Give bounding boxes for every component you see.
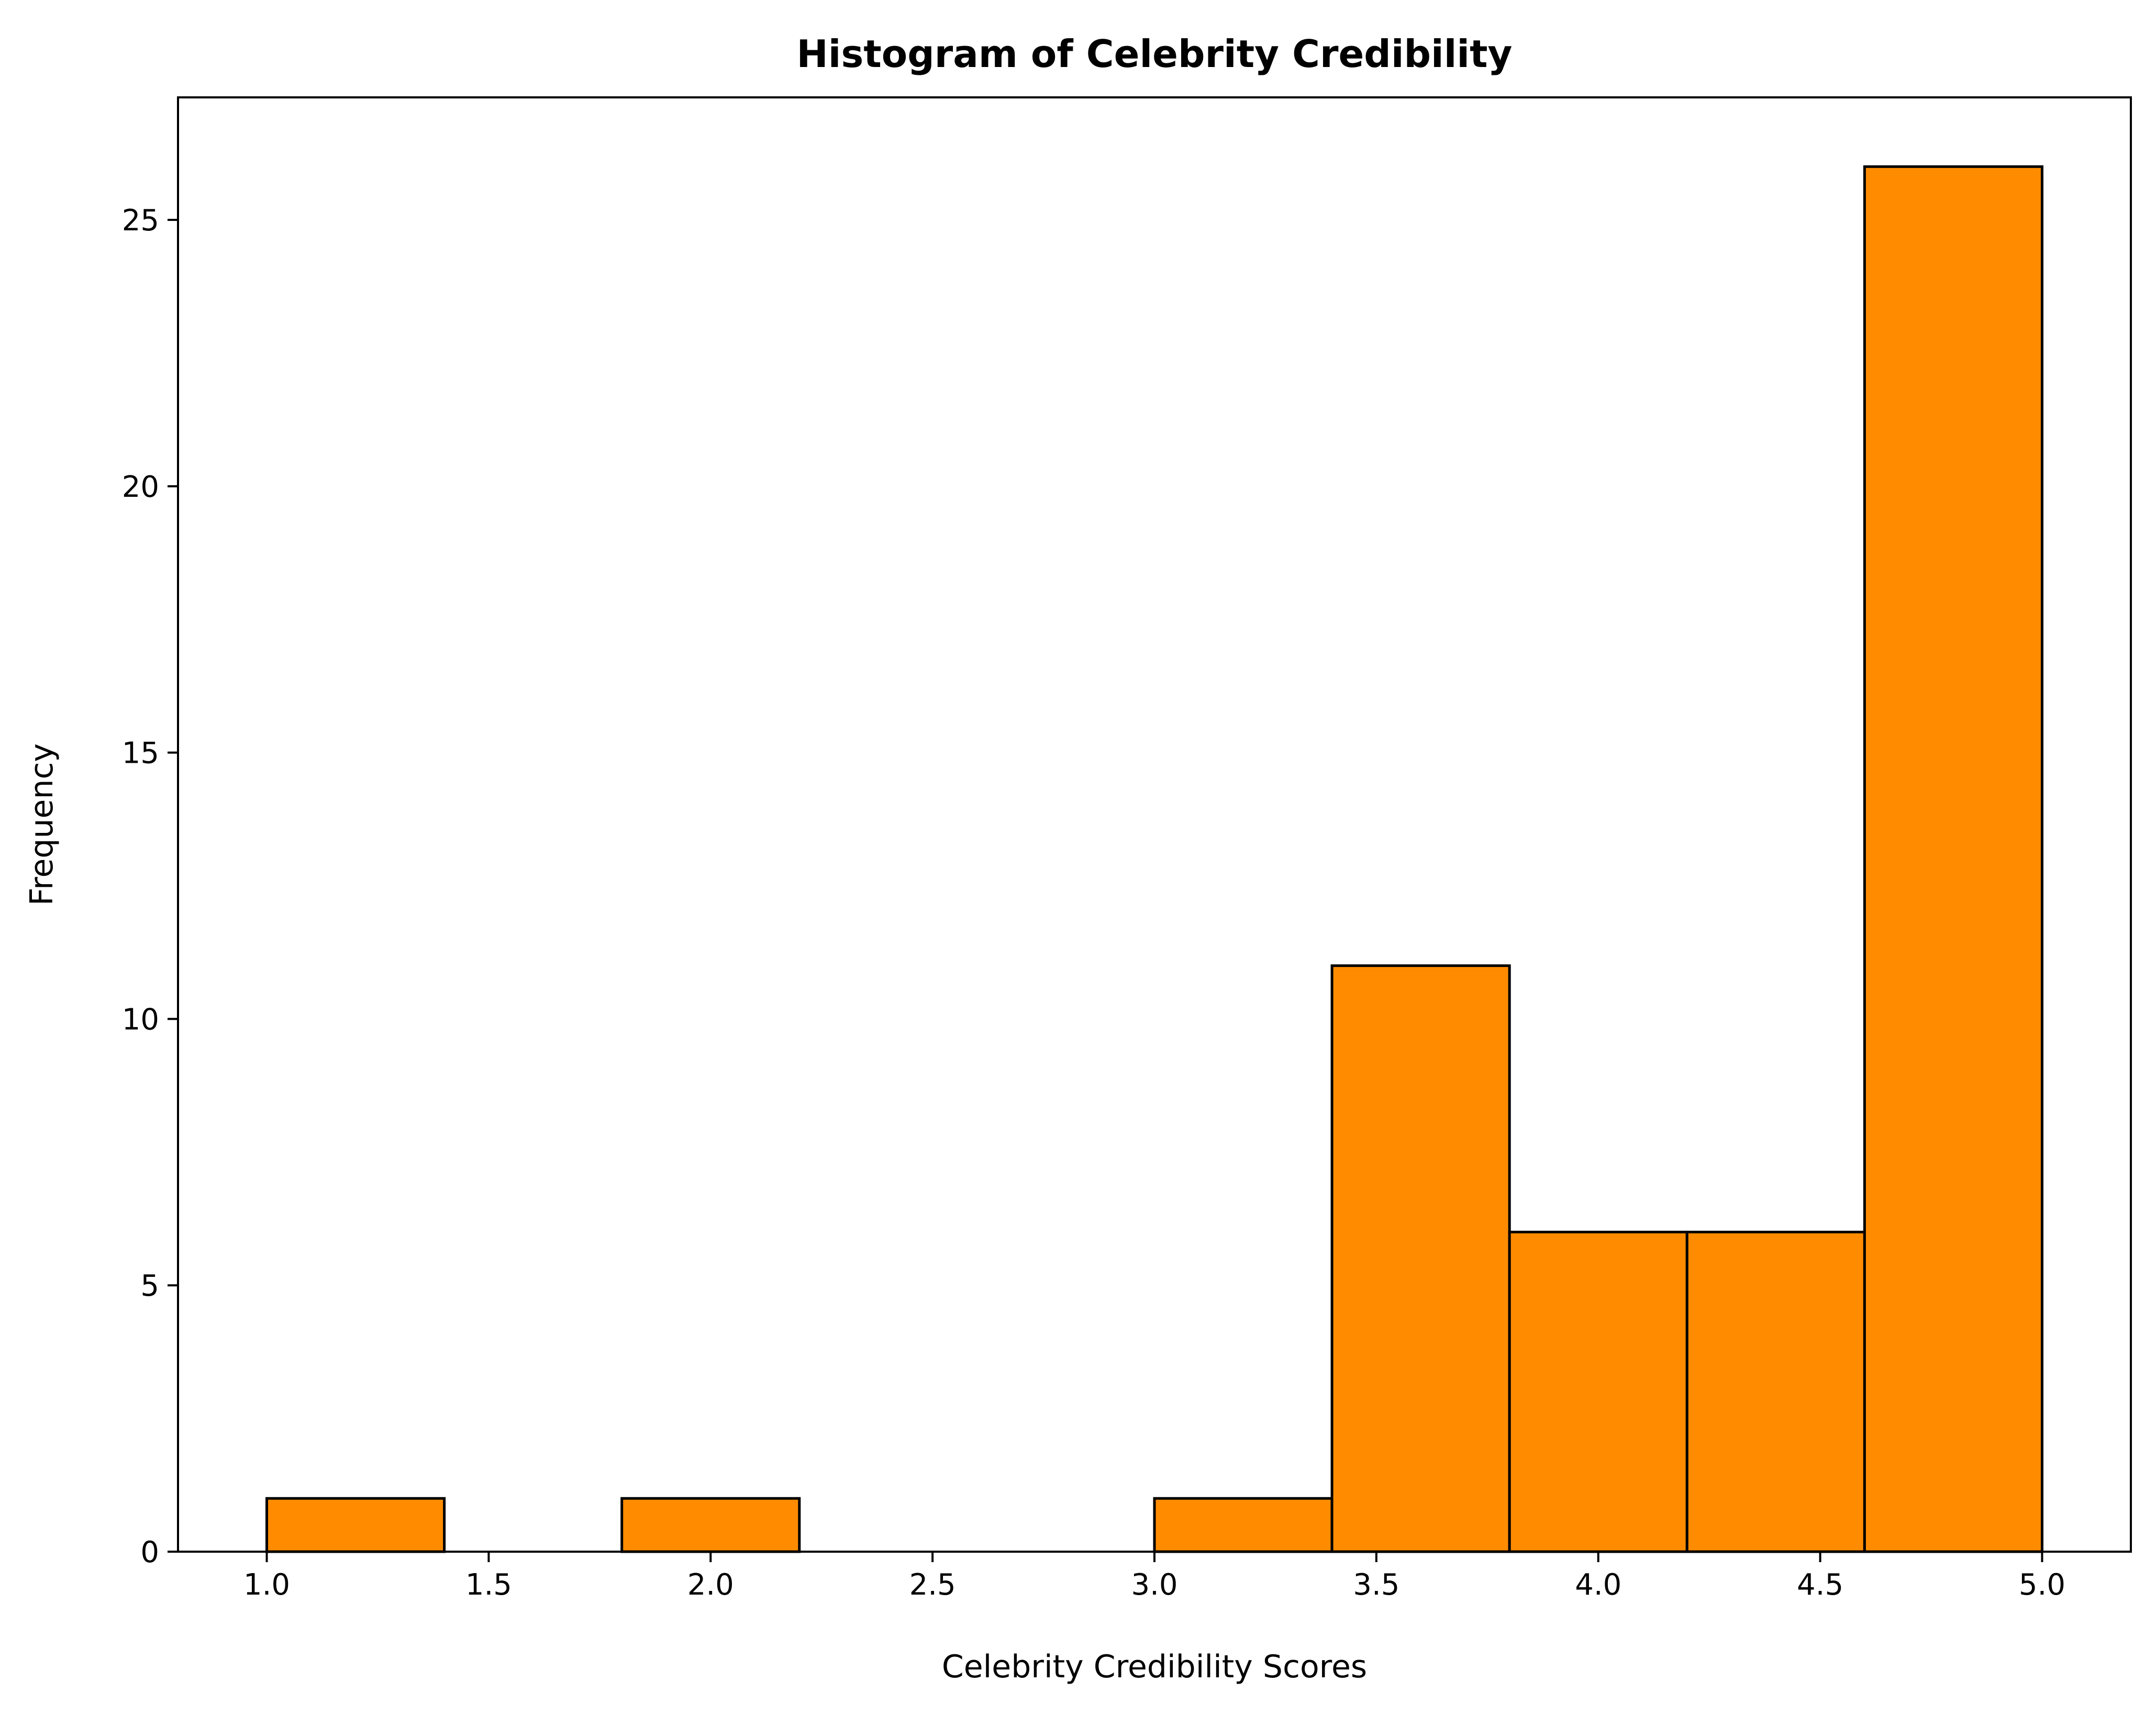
- y-tick-label: 20: [122, 470, 159, 504]
- axes-frame: [177, 96, 2132, 1553]
- y-axis-label: Frequency: [24, 743, 60, 906]
- x-tick-label: 4.0: [1575, 1568, 1621, 1602]
- chart-title: Histogram of Celebrity Credibility: [797, 32, 1513, 76]
- histogram-bar: [1153, 1497, 1333, 1553]
- histogram-bar: [1508, 1230, 1688, 1553]
- y-tick-label: 15: [122, 737, 159, 771]
- histogram-bar: [1863, 165, 2043, 1553]
- x-tick-label: 3.0: [1131, 1568, 1177, 1602]
- y-tick-label: 10: [122, 1003, 159, 1037]
- x-tick-label: 1.5: [465, 1568, 512, 1602]
- x-axis-label: Celebrity Credibility Scores: [942, 1649, 1367, 1685]
- histogram-bar: [1330, 964, 1511, 1553]
- y-tick-label: 0: [140, 1535, 159, 1569]
- x-tick-label: 2.5: [909, 1568, 956, 1602]
- x-tick-label: 3.5: [1353, 1568, 1399, 1602]
- y-tick-label: 25: [122, 204, 159, 238]
- x-tick-label: 2.0: [687, 1568, 734, 1602]
- y-tick-label: 5: [140, 1269, 159, 1303]
- histogram-bar: [1685, 1230, 1866, 1553]
- histogram-bar: [620, 1497, 801, 1553]
- ticks-layer: 1.0 1.5 2.0 2.5 3.0 3.5 4.0 4.5 5.0 0 5 10 15 20 25: [122, 204, 2065, 1602]
- x-tick-label: 5.0: [2019, 1568, 2065, 1602]
- bars-layer: [265, 165, 2043, 1553]
- x-tick-label: 1.0: [243, 1568, 290, 1602]
- x-tick-label: 4.5: [1797, 1568, 1843, 1602]
- histogram-bar: [265, 1497, 446, 1553]
